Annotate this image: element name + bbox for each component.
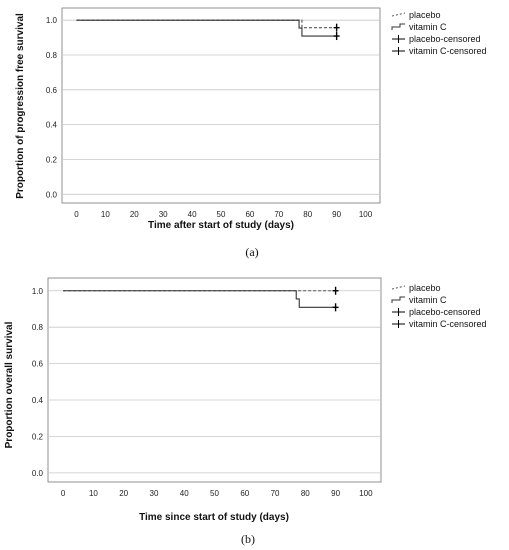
x-tick-label-a: 0 <box>74 210 79 219</box>
y-tick-label-b: 0.0 <box>32 469 44 478</box>
y-tick-label-a: 0.4 <box>46 121 58 130</box>
y-tick-label-a: 1.0 <box>46 16 58 25</box>
y-tick-label-b: 1.0 <box>32 287 44 296</box>
x-tick-label-a: 60 <box>245 210 254 219</box>
y-tick-label-b: 0.8 <box>32 323 44 332</box>
x-tick-label-b: 70 <box>271 489 280 498</box>
x-tick-label-a: 70 <box>274 210 283 219</box>
panel-b: 0.0 0.2 0.4 0.6 0.8 1.0 0 10 20 30 40 50 60 70 80 90 10… <box>4 277 487 546</box>
legend-label-a: vitamin C <box>409 22 447 32</box>
x-tick-label-b: 50 <box>210 489 219 498</box>
x-tick-label-b: 10 <box>89 489 98 498</box>
legend-swatch-placebo <box>391 12 406 17</box>
legend-label-a: vitamin C-censored <box>409 46 487 56</box>
legend-label-b: vitamin C <box>409 295 447 305</box>
x-tick-label-a: 20 <box>130 210 139 219</box>
x-tick-label-b: 60 <box>240 489 249 498</box>
censor-marker-a <box>333 32 340 41</box>
x-tick-label-b: 30 <box>150 489 159 498</box>
y-tick-label-a: 0.6 <box>46 86 58 95</box>
x-tick-label-b: 20 <box>119 489 128 498</box>
panel-a: 0.0 0.2 0.4 0.6 0.8 1.0 0 10 20 30 40 50 60 70 80 90 10… <box>15 7 487 259</box>
legend-label-a: placebo-censored <box>409 34 481 44</box>
censor-marker-a <box>333 23 340 32</box>
y-tick-label-b: 0.4 <box>32 396 44 405</box>
legend-label-a: placebo <box>409 10 441 20</box>
censor-marker-b <box>332 286 339 295</box>
series-line-vitamin-c-a <box>76 19 337 37</box>
panel-label-a: (a) <box>245 245 258 259</box>
x-axis-label-b: Time since start of study (days) <box>139 512 289 523</box>
x-tick-label-b: 90 <box>331 489 340 498</box>
y-axis-label-a: Proportion of progression free survival <box>15 13 26 199</box>
y-tick-label-a: 0.8 <box>46 51 58 60</box>
legend-swatch-placebo <box>391 285 406 290</box>
legend-swatch-vitamin-c <box>391 296 405 303</box>
legend-b: placebo vitamin C placebo-censored vitamin … <box>391 283 487 329</box>
x-tick-label-a: 50 <box>217 210 226 219</box>
legend-label-b: placebo-censored <box>409 307 481 317</box>
x-tick-label-a: 100 <box>359 210 373 219</box>
legend-a: placebo vitamin C placebo-censored vitamin … <box>391 10 487 56</box>
y-axis-label-b: Proportion overall survival <box>4 321 15 448</box>
censor-marker-b <box>332 303 339 312</box>
x-axis-label-a: Time after start of study (days) <box>148 220 294 231</box>
x-tick-label-a: 30 <box>159 210 168 219</box>
series-line-vitamin-c-b <box>63 290 336 308</box>
x-tick-label-b: 80 <box>301 489 310 498</box>
legend-label-b: placebo <box>409 283 441 293</box>
x-tick-label-a: 90 <box>332 210 341 219</box>
plot-area-a <box>61 7 381 204</box>
x-tick-label-b: 0 <box>61 489 66 498</box>
y-tick-label-a: 0.0 <box>46 190 58 199</box>
legend-label-b: vitamin C-censored <box>409 319 487 329</box>
y-tick-label-a: 0.2 <box>46 155 58 164</box>
x-tick-label-a: 40 <box>188 210 197 219</box>
panel-label-b: (b) <box>241 532 255 546</box>
x-tick-label-b: 100 <box>359 489 373 498</box>
legend-swatch-vitamin-c <box>391 23 405 30</box>
x-tick-label-a: 10 <box>101 210 110 219</box>
y-tick-label-b: 0.2 <box>32 432 44 441</box>
plot-area-b <box>47 277 382 483</box>
y-tick-label-b: 0.6 <box>32 360 44 369</box>
x-tick-label-a: 80 <box>303 210 312 219</box>
x-tick-label-b: 40 <box>180 489 189 498</box>
